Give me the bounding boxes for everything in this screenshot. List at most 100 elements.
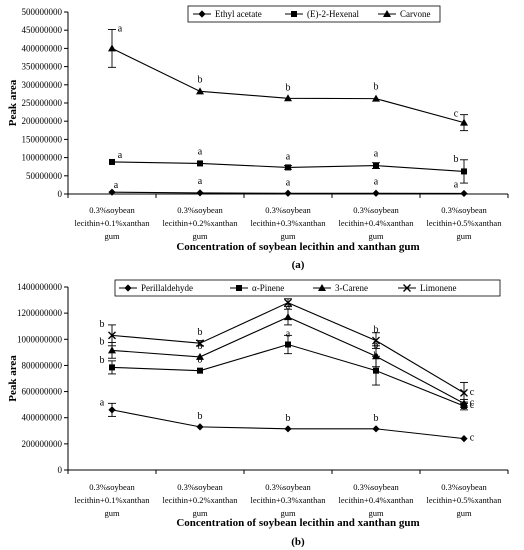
significance-letter: b [374, 413, 379, 424]
y-tick-label: 1000000000 [17, 334, 63, 344]
y-tick-label: 800000000 [22, 360, 63, 370]
significance-letter: c [470, 397, 475, 408]
legend-marker [383, 10, 391, 17]
legend-entry: 3-Carene [335, 283, 368, 293]
data-point [109, 158, 115, 165]
x-axis-title: Concentration of soybean lecithin and xa… [176, 241, 419, 253]
x-tick-label: gum [192, 508, 208, 518]
significance-letter: c [470, 387, 475, 398]
significance-letter: c [454, 109, 459, 120]
data-point [108, 188, 116, 196]
data-point [196, 352, 204, 360]
data-point [373, 162, 379, 169]
significance-letter: b [198, 74, 203, 85]
data-point [285, 164, 291, 171]
y-tick-label: 1400000000 [17, 282, 63, 292]
data-point [196, 87, 204, 95]
x-tick-label: 0.3%soybean [265, 205, 311, 215]
data-point [196, 423, 204, 431]
x-tick-label: lecithin+0.2%xanthan [163, 495, 239, 505]
series-x: b b a b c [100, 287, 475, 404]
significance-letter: b [454, 154, 459, 165]
panel-label: (a) [292, 259, 305, 271]
data-point [108, 44, 116, 52]
y-tick-label: 0 [58, 189, 63, 199]
data-point [284, 94, 292, 102]
significance-letter: b [374, 82, 379, 93]
data-point [197, 367, 203, 374]
legend-marker [403, 284, 411, 292]
data-point-stroke-2 [372, 336, 380, 345]
y-axis-title: Peak area [7, 355, 19, 402]
y-tick-label: 500000000 [22, 7, 63, 17]
x-tick-label: 0.3%soybean [441, 205, 487, 215]
legend: Perillaldehyde α-Pinene 3-Carene Limonene [114, 279, 501, 297]
data-point [284, 425, 292, 433]
significance-letter: a [286, 329, 291, 340]
y-tick-label: 450000000 [22, 25, 63, 35]
legend-entry: Carvone [400, 9, 431, 19]
significance-letter: b [286, 413, 291, 424]
x-tick-label: 0.3%soybean [177, 482, 223, 492]
y-tick-label: 150000000 [22, 134, 63, 144]
legend-entry: Perillaldehyde [141, 283, 193, 293]
data-point [372, 352, 380, 360]
series-square: a a a a b [109, 146, 468, 184]
x-tick-label: lecithin+0.3%xanthan [251, 218, 327, 228]
x-tick-label: gum [280, 508, 296, 518]
x-tick-label: 0.3%soybean [265, 482, 311, 492]
y-tick-label: 50000000 [26, 171, 63, 181]
significance-letter: a [118, 23, 123, 34]
x-tick-label: gum [280, 231, 296, 241]
x-tick-label: lecithin+0.2%xanthan [163, 218, 239, 228]
significance-letter: b [198, 327, 203, 338]
significance-letter: c [470, 400, 475, 411]
significance-letter: a [286, 151, 291, 162]
y-axis-title: Peak area [7, 79, 19, 126]
panel-a-chart: 0 50000000 100000000 150000000 200000000 2500… [7, 5, 509, 271]
panel-label: (b) [291, 536, 305, 548]
significance-letter: a [374, 149, 379, 160]
x-tick-label: lecithin+0.4%xanthan [339, 495, 415, 505]
data-point [284, 189, 292, 197]
x-tick-label: gum [104, 508, 120, 518]
significance-letter: b [100, 355, 105, 366]
data-point [284, 313, 292, 321]
significance-letter: a [100, 397, 105, 408]
data-point-stroke-2 [196, 339, 204, 348]
series-triangle: b b a b c [100, 301, 475, 408]
data-point [196, 339, 204, 348]
x-tick-label: lecithin+0.1%xanthan [75, 218, 151, 228]
data-point [460, 189, 468, 198]
significance-letter: a [198, 176, 203, 187]
legend-marker-stroke-2 [403, 284, 411, 292]
x-tick-label: gum [368, 508, 384, 518]
x-tick-label: 0.3%soybean [441, 482, 487, 492]
data-point-stroke-2 [108, 331, 116, 340]
significance-letter: b [100, 319, 105, 330]
significance-letter: b [374, 325, 379, 336]
data-point [373, 367, 379, 374]
x-tick-label: 0.3%soybean [177, 205, 223, 215]
data-point [284, 298, 292, 307]
y-tick-label: 600000000 [22, 387, 63, 397]
legend-entry: Ethyl acetate [215, 9, 262, 19]
legend-marker [291, 11, 297, 17]
series-diamond: a b b b c [100, 397, 475, 443]
x-tick-label: lecithin+0.5%xanthan [427, 218, 503, 228]
significance-letter: a [374, 176, 379, 187]
x-tick-label: gum [104, 231, 120, 241]
data-point [372, 336, 380, 345]
panel-b-chart: 0 200000000 400000000 600000000 800000000 100… [7, 279, 509, 548]
significance-letter: a [454, 179, 459, 190]
x-tick-label: 0.3%soybean [353, 482, 399, 492]
y-tick-label: 1200000000 [17, 308, 63, 318]
data-point [372, 94, 380, 102]
significance-letter: c [470, 433, 475, 444]
y-tick-label: 300000000 [22, 80, 63, 90]
significance-letter: b [198, 411, 203, 422]
legend-marker [236, 285, 242, 291]
data-point [460, 388, 468, 397]
data-point-stroke-2 [284, 298, 292, 307]
significance-letter: a [286, 177, 291, 188]
